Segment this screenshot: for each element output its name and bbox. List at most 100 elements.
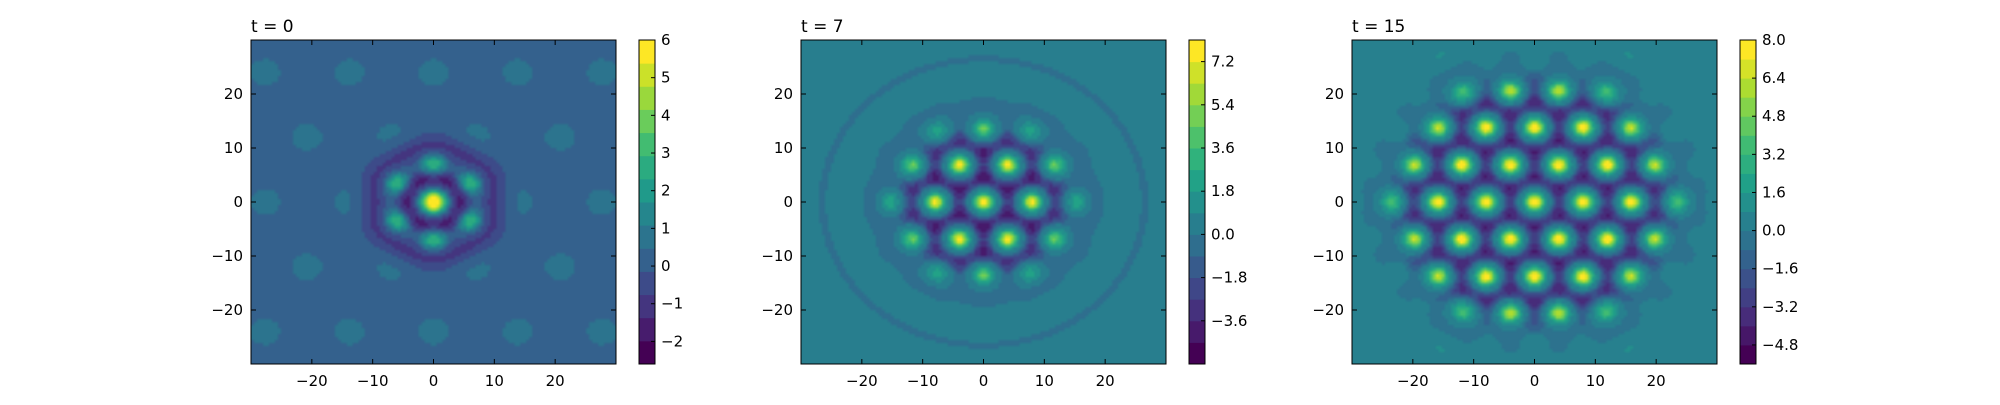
colorbar-tick-label: 1.6 [1762, 183, 1786, 201]
colorbar-level [1740, 287, 1756, 308]
x-tick-label: 20 [1647, 372, 1666, 390]
colorbar-level [1740, 325, 1756, 346]
chart-title: t = 7 [801, 17, 844, 37]
y-tick-label: 20 [1325, 85, 1344, 103]
y-tick-label: −10 [1312, 247, 1344, 265]
colorbar-tick-label: 0.0 [1762, 222, 1786, 240]
heatmap-image [251, 40, 616, 364]
colorbar-level [639, 271, 655, 296]
chart-title: t = 15 [1352, 17, 1405, 37]
y-tick-label: 10 [774, 139, 793, 157]
colorbar-level [639, 202, 655, 226]
colorbar-level [639, 109, 655, 134]
colorbar-level [639, 86, 655, 110]
x-tick-label: 20 [1096, 372, 1115, 390]
x-tick-label: −20 [1397, 372, 1429, 390]
x-tick-label: −20 [296, 372, 328, 390]
colorbar: −3.6 −1.8 0.0 1.8 3.6 5.4 7.2 [1188, 39, 1247, 365]
colorbar-frame [1188, 39, 1206, 365]
colorbar-level [639, 178, 655, 203]
colorbar-level [1189, 169, 1205, 192]
colorbar-level [1189, 212, 1205, 235]
colorbar-tick-label: 0.0 [1211, 225, 1235, 243]
colorbar-tick-label: 5 [661, 69, 671, 87]
colorbar-tick-label: 3.6 [1211, 139, 1235, 157]
colorbar-level [639, 63, 655, 87]
colorbar-level [1189, 40, 1205, 63]
colorbar-tick-label: 6 [661, 31, 671, 49]
x-tick-label: 0 [1530, 372, 1540, 390]
colorbar-tick-label: −1 [661, 295, 683, 313]
colorbar-tick-label: 4.8 [1762, 107, 1786, 125]
x-tick-label: 10 [1586, 372, 1605, 390]
colorbar-level [1740, 40, 1756, 60]
colorbar-level [1189, 191, 1205, 214]
y-tick-label: −10 [761, 247, 793, 265]
y-tick-label: 20 [224, 85, 243, 103]
colorbar-frame [1739, 39, 1757, 365]
x-tick-label: 10 [1035, 372, 1054, 390]
y-tick-label: 0 [1334, 193, 1344, 211]
colorbar: −2 −1 0 1 2 3 4 5 6 [638, 31, 683, 365]
colorbar-level [1189, 277, 1205, 300]
colorbar-tick-label: 4 [661, 106, 671, 124]
colorbar-tick-label: 1 [661, 219, 671, 237]
colorbar-level [639, 294, 655, 319]
colorbar-level [1740, 78, 1756, 98]
x-tick-label: −10 [1458, 372, 1490, 390]
colorbar-tick-label: 3 [661, 144, 671, 162]
colorbar-level [1740, 344, 1756, 365]
colorbar-level [1189, 320, 1205, 343]
colorbar-frame [638, 39, 656, 365]
colorbar-level [1189, 104, 1205, 127]
colorbar-level [1740, 135, 1756, 155]
colorbar-level [1740, 268, 1756, 289]
x-tick-label: 10 [485, 372, 504, 390]
colorbar-level [1740, 59, 1756, 79]
y-tick-label: 0 [783, 193, 793, 211]
colorbar-level [1189, 148, 1205, 171]
colorbar-level [1740, 173, 1756, 193]
colorbar-level [1189, 342, 1205, 365]
colorbar-level [639, 132, 655, 157]
colorbar-level [1189, 126, 1205, 149]
colorbar-level [1740, 116, 1756, 136]
y-tick-label: 10 [224, 139, 243, 157]
colorbar-level [639, 155, 655, 180]
y-tick-label: 20 [774, 85, 793, 103]
colorbar-tick-label: 1.8 [1211, 182, 1235, 200]
x-tick-label: 0 [429, 372, 439, 390]
colorbar-level [1740, 249, 1756, 270]
colorbar-level [639, 248, 655, 272]
y-tick-label: −10 [211, 247, 243, 265]
colorbar-level [1740, 154, 1756, 174]
colorbar-tick-label: 0 [661, 257, 671, 275]
heatmap-image [801, 40, 1166, 364]
colorbar-level [639, 317, 655, 342]
colorbar-tick-label: 3.2 [1762, 145, 1786, 163]
x-tick-label: −20 [846, 372, 878, 390]
colorbar-level [1189, 256, 1205, 279]
colorbar-level [639, 225, 655, 249]
chart-title: t = 0 [251, 17, 294, 37]
colorbar-tick-label: 8.0 [1762, 31, 1786, 49]
colorbar-tick-label: −1.8 [1211, 269, 1247, 287]
colorbar-tick-label: −4.8 [1762, 336, 1798, 354]
colorbar-tick-label: −2 [661, 332, 683, 350]
y-tick-label: −20 [761, 301, 793, 319]
colorbar-level [639, 40, 655, 64]
y-tick-label: 0 [233, 193, 243, 211]
y-tick-label: 10 [1325, 139, 1344, 157]
subplot-2: −20 −10 0 10 20 −20 −10 0 10 20 t = 7 −3.6 −1.8 0.0 1.… [761, 17, 1247, 390]
colorbar-level [1189, 234, 1205, 257]
x-tick-label: −10 [907, 372, 939, 390]
colorbar-level [1740, 230, 1756, 251]
x-tick-label: −10 [357, 372, 389, 390]
colorbar-level [1740, 306, 1756, 327]
colorbar-level [1189, 61, 1205, 84]
colorbar-tick-label: −3.2 [1762, 298, 1798, 316]
colorbar-level [1740, 192, 1756, 213]
